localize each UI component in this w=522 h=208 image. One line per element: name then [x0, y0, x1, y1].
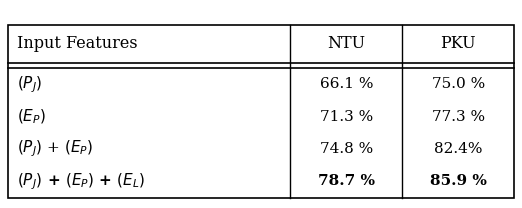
Text: $(P_J)$ + $(E_P)$: $(P_J)$ + $(E_P)$ [17, 139, 93, 159]
Text: 74.8 %: 74.8 % [319, 142, 373, 156]
Text: Input Features: Input Features [17, 35, 138, 52]
Text: $(P_J)$: $(P_J)$ [17, 74, 43, 95]
Text: 82.4%: 82.4% [434, 142, 482, 156]
Text: NTU: NTU [327, 35, 365, 52]
Bar [8, 25, 514, 198]
Text: PKU: PKU [441, 35, 476, 52]
Text: 66.1 %: 66.1 % [319, 77, 373, 91]
Text: 78.7 %: 78.7 % [318, 175, 375, 188]
Text: $(P_J)$ + $(E_P)$ + $(E_L)$: $(P_J)$ + $(E_P)$ + $(E_L)$ [17, 171, 146, 192]
Text: 71.3 %: 71.3 % [319, 110, 373, 124]
Text: 75.0 %: 75.0 % [432, 77, 485, 91]
Text: $(E_P)$: $(E_P)$ [17, 108, 46, 126]
Text: 77.3 %: 77.3 % [432, 110, 485, 124]
Text: 85.9 %: 85.9 % [430, 175, 487, 188]
